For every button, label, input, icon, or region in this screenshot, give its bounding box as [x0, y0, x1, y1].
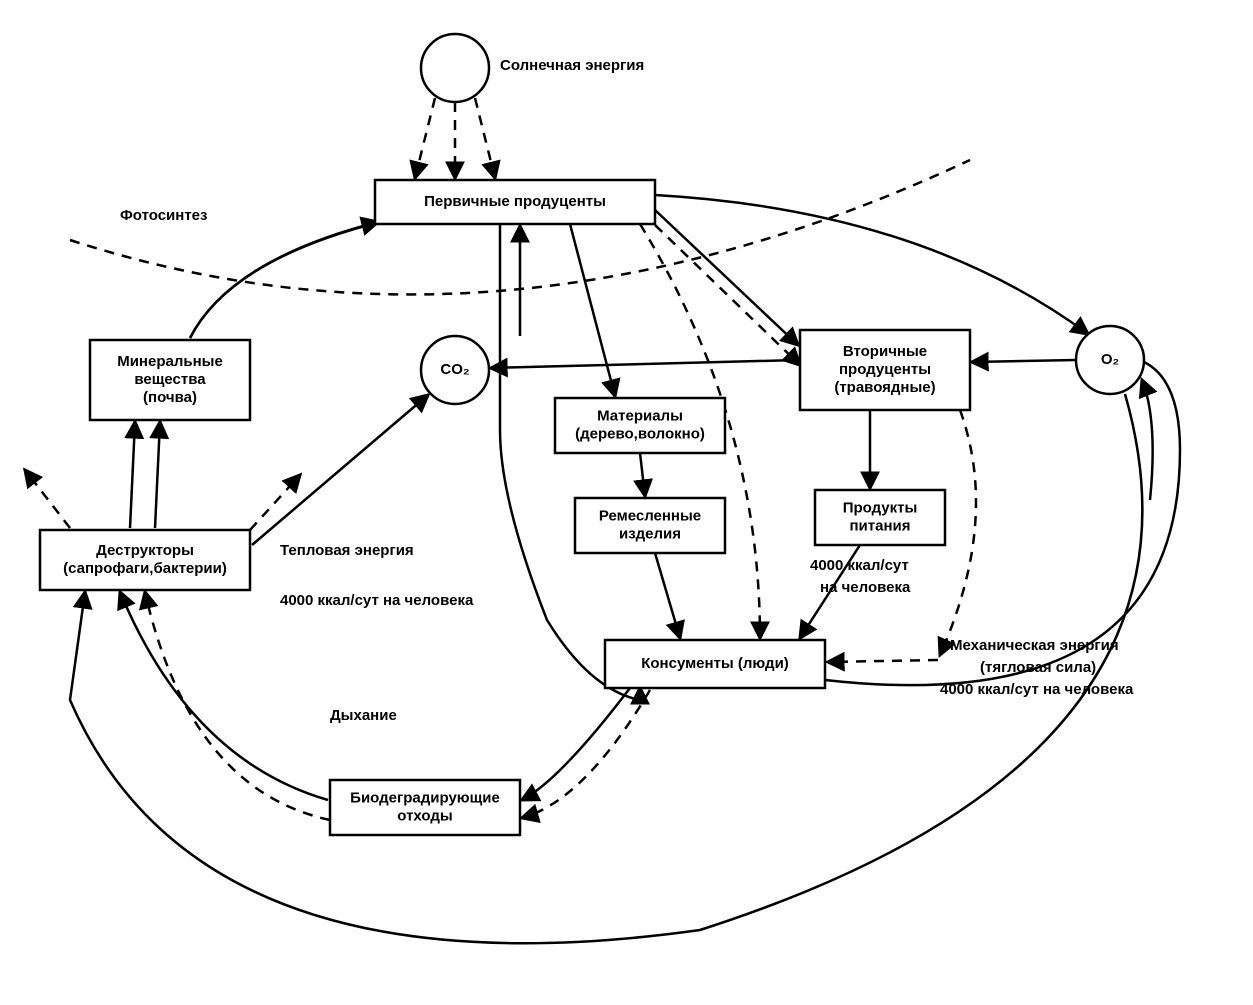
- node-secondary-label-2: (травоядные): [834, 379, 935, 396]
- node-minerals-label-0: Минеральные: [117, 353, 223, 370]
- node-secondary-label-1: продуценты: [839, 361, 931, 378]
- node-sun: [421, 34, 489, 102]
- node-biowaste-label-0: Биодеградирующие: [350, 789, 500, 806]
- node-destructors: Деструкторы(сапрофаги,бактерии): [40, 530, 250, 590]
- edge-biowaste-destructors-d: [145, 592, 330, 820]
- label-thermal1: Тепловая энергия: [280, 542, 414, 559]
- edge-consumers-biowaste-d: [522, 690, 650, 818]
- label-food_cal1: 4000 ккал/сут: [810, 557, 909, 574]
- label-mech1: Механическая энергия: [950, 637, 1119, 654]
- edge-destructors-out-d1: [25, 470, 70, 528]
- node-destructors-label-0: Деструкторы: [96, 542, 194, 559]
- edge-biowaste-destructors-s: [120, 592, 328, 800]
- node-co2-label-0: CO₂: [440, 361, 469, 378]
- node-o2-label-0: O₂: [1101, 351, 1119, 368]
- edge-crafts-consumers: [655, 553, 680, 638]
- node-minerals-label-2: (почва): [143, 389, 197, 406]
- edge-mech-consumers-dashed: [828, 660, 938, 662]
- edge-destructors-minerals-2: [155, 422, 160, 528]
- edge-destructors-minerals-1: [130, 422, 135, 528]
- node-biowaste-label-1: отходы: [397, 807, 452, 824]
- node-crafts-label-1: изделия: [619, 525, 681, 542]
- edge-sun-prod-3: [475, 98, 495, 178]
- edge-prod-o2: [655, 195, 1088, 334]
- edge-secondary-co2: [491, 360, 798, 368]
- label-photosynthesis: Фотосинтез: [120, 207, 207, 224]
- edge-consumers-o2-big-arrow: [1142, 380, 1153, 500]
- edge-destructors-co2: [252, 395, 428, 545]
- node-o2: O₂: [1076, 326, 1144, 394]
- node-producers-label-0: Первичные продуценты: [424, 193, 606, 210]
- edge-materials-crafts: [640, 453, 645, 496]
- node-food-label-1: питания: [849, 517, 910, 534]
- node-minerals: Минеральныевещества(почва): [90, 340, 250, 420]
- label-sun_label: Солнечная энергия: [500, 57, 644, 74]
- node-materials: Материалы(дерево,волокно): [555, 398, 725, 453]
- edge-minerals-prod-arrow: [190, 222, 378, 338]
- node-destructors-label-1: (сапрофаги,бактерии): [63, 560, 227, 577]
- edge-prod-secondary-d: [655, 225, 800, 365]
- node-materials-label-0: Материалы: [597, 407, 683, 424]
- nodes-layer: Первичные продуцентыМинеральныевещества(…: [40, 34, 1144, 835]
- edge-consumers-biowaste-s: [522, 688, 630, 800]
- free-labels-layer: Солнечная энергия Фотосинтез Тепловая энер…: [120, 57, 1134, 724]
- edge-prod-secondary-s: [655, 210, 798, 345]
- node-minerals-label-1: вещества: [134, 371, 206, 388]
- node-secondary-label-0: Вторичные: [843, 343, 927, 360]
- node-food-label-0: Продукты: [843, 499, 918, 516]
- node-producers: Первичные продуценты: [375, 180, 655, 224]
- label-mech3: 4000 ккал/сут на человека: [940, 681, 1134, 698]
- node-secondary: Вторичныепродуценты(травоядные): [800, 330, 970, 410]
- node-crafts-label-0: Ремесленные: [599, 507, 701, 524]
- edge-sun-prod-1: [415, 98, 435, 178]
- label-respiration: Дыхание: [330, 707, 397, 724]
- label-food_cal2: на человека: [820, 579, 911, 596]
- node-consumers: Консументы (люди): [605, 640, 825, 688]
- node-food: Продуктыпитания: [815, 490, 945, 545]
- node-materials-label-1: (дерево,волокно): [575, 425, 705, 442]
- edge-prod-minerals: [190, 222, 380, 338]
- label-thermal2: 4000 ккал/сут на человека: [280, 592, 474, 609]
- node-crafts: Ремесленныеизделия: [575, 498, 725, 553]
- label-mech2: (тягловая сила): [980, 659, 1096, 676]
- node-biowaste: Биодеградирующиеотходы: [330, 780, 520, 835]
- ecosystem-flow-diagram: Первичные продуцентыМинеральныевещества(…: [0, 0, 1253, 1005]
- node-co2: CO₂: [421, 336, 489, 404]
- edge-o2-secondary: [972, 360, 1076, 362]
- edge-prod-materials: [570, 224, 615, 396]
- node-consumers-label-0: Консументы (люди): [641, 655, 789, 672]
- edge-destructors-out-d2: [250, 475, 300, 530]
